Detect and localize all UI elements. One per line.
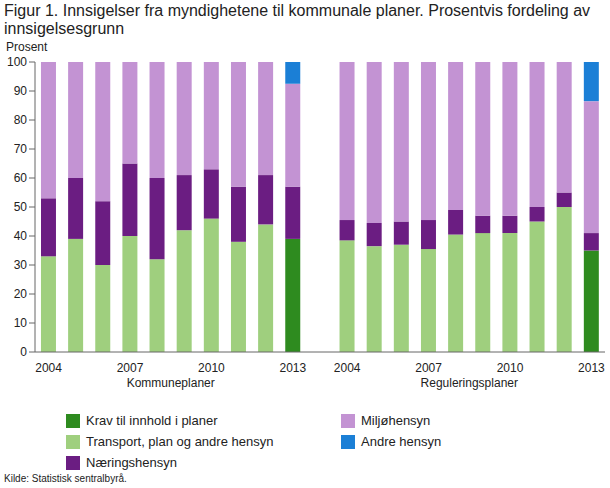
svg-text:2004: 2004 [35,361,62,375]
svg-text:30: 30 [14,258,28,272]
svg-text:2004: 2004 [334,361,361,375]
svg-text:10: 10 [14,316,28,330]
svg-text:70: 70 [14,142,28,156]
html-text:Miljøhensyn: Miljøhensyn [361,413,431,428]
html-text:Krav til innhold i planer: Krav til innhold i planer [86,413,218,428]
svg-text:60: 60 [14,171,28,185]
html-text:Figur 1. Innsigelser fra myndi: Figur 1. Innsigelser fra myndighetene ti… [4,2,591,37]
svg-text:2007: 2007 [117,361,144,375]
svg-text:Kommuneplaner: Kommuneplaner [127,376,215,390]
svg-text:2013: 2013 [578,361,602,375]
svg-text:Reguleringsplaner: Reguleringsplaner [421,376,518,390]
svg-text:80: 80 [14,113,28,127]
svg-text:2010: 2010 [198,361,225,375]
html-text:Transport, plan og andre hensy: Transport, plan og andre hensyn [86,434,274,449]
svg-text:90: 90 [14,84,28,98]
svg-text:20: 20 [14,287,28,301]
svg-text:50: 50 [14,200,28,214]
svg-text:2013: 2013 [280,361,307,375]
html-text:Andre hensyn: Andre hensyn [361,434,442,449]
svg-text:100: 100 [8,55,27,69]
html-text:Kilde: Statistisk sentralbyrå.: Kilde: Statistisk sentralbyrå. [4,473,127,484]
html-text:Prosent: Prosent [6,40,48,54]
html-text:Næringshensyn: Næringshensyn [86,455,177,470]
svg-text:0: 0 [20,345,27,359]
svg-text:40: 40 [14,229,28,243]
svg-text:2010: 2010 [497,361,524,375]
svg-text:2007: 2007 [415,361,442,375]
